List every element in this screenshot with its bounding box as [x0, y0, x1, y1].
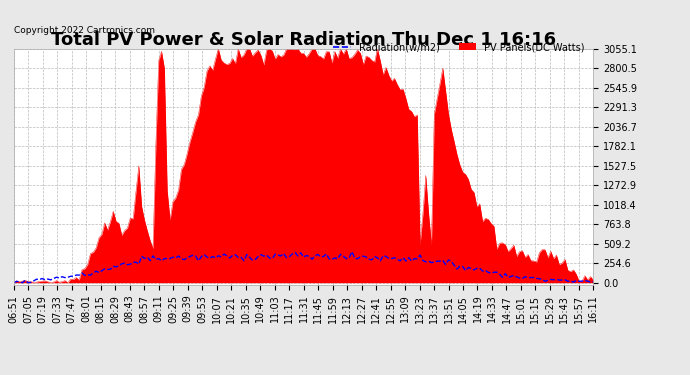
Legend: Radiation(w/m2), PV Panels(DC Watts): Radiation(w/m2), PV Panels(DC Watts)	[329, 38, 589, 56]
Text: Copyright 2022 Cartronics.com: Copyright 2022 Cartronics.com	[14, 26, 155, 34]
Title: Total PV Power & Solar Radiation Thu Dec 1 16:16: Total PV Power & Solar Radiation Thu Dec…	[51, 31, 556, 49]
